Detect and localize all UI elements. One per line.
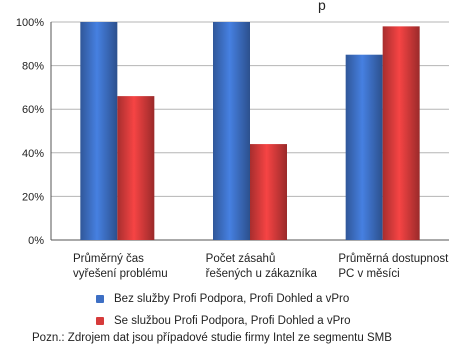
legend-item-series-2: Se službou Profi Podpora, Profi Dohled a… (96, 310, 351, 332)
y-tick-label: 40% (22, 148, 44, 160)
x-category-label: Průměrný čas (73, 253, 144, 265)
legend-label-series-1: Bez služby Profi Podpora, Profi Dohled a… (114, 293, 350, 305)
y-tick-label: 100% (16, 17, 44, 29)
x-category-label: PC v měsíci (338, 268, 399, 280)
y-tick-label: 60% (22, 104, 44, 116)
bar-series-2-cat-2 (250, 144, 287, 240)
y-tick-label: 20% (22, 191, 44, 203)
bar-series-1-cat-2 (213, 22, 250, 240)
legend: Bez služby Profi Podpora, Profi Dohled a… (96, 288, 351, 332)
y-tick-label: 80% (22, 61, 44, 73)
x-category-label: řešených u zákazníka (206, 268, 318, 280)
bar-series-2-cat-3 (382, 26, 420, 240)
y-tick-label: 0% (28, 235, 44, 247)
legend-swatch-blue (96, 295, 104, 303)
x-category-label: vyřešení problému (73, 268, 168, 280)
x-category-label: Počet zásahů (206, 253, 276, 265)
source-note: Pozn.: Zdrojem dat jsou případové studie… (32, 332, 392, 344)
legend-swatch-red (96, 317, 104, 325)
bars (80, 22, 420, 241)
bar-series-1-cat-3 (345, 54, 383, 241)
legend-label-series-2: Se službou Profi Podpora, Profi Dohled a… (114, 315, 351, 327)
legend-item-series-1: Bez služby Profi Podpora, Profi Dohled a… (96, 288, 351, 310)
bar-series-2-cat-1 (117, 96, 155, 241)
x-category-label: Průměrná dostupnost (338, 253, 449, 265)
chart-title-fragment: p (318, 0, 326, 13)
bar-series-1-cat-1 (80, 22, 118, 240)
axes: 0% 20% 40% 60% 80% 100% Průměrný čas vyřešení p… (16, 17, 449, 280)
